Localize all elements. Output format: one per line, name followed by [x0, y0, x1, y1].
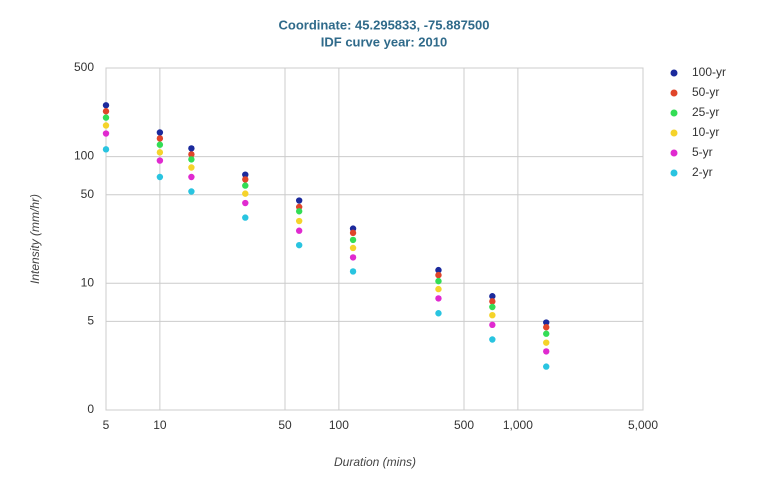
data-point: [188, 151, 195, 158]
y-tick-label: 10: [81, 275, 95, 289]
x-tick-label: 100: [329, 418, 349, 432]
data-point: [188, 156, 195, 163]
legend-marker: [670, 129, 678, 137]
chart-title: Coordinate: 45.295833, -75.887500: [278, 17, 489, 32]
x-tick-label: 5,000: [628, 418, 658, 432]
data-point: [242, 199, 249, 207]
x-tick-label: 10: [153, 418, 167, 432]
data-point: [489, 298, 496, 305]
chart-subtitle: IDF curve year: 2010: [321, 34, 447, 49]
legend-marker: [670, 109, 678, 117]
data-point: [156, 129, 164, 136]
data-point: [543, 319, 550, 326]
legend-label: 50-yr: [692, 85, 719, 99]
data-point: [156, 173, 164, 181]
data-point: [489, 303, 496, 311]
data-point: [156, 149, 164, 156]
legend-label: 100-yr: [692, 65, 726, 79]
legend-label: 5-yr: [692, 145, 713, 159]
legend-marker: [670, 69, 678, 77]
data-point: [489, 311, 496, 319]
data-point: [188, 145, 195, 152]
legend-marker: [670, 149, 678, 157]
y-axis-label: Intensity (mm/hr): [28, 194, 42, 284]
x-tick-label: 1,000: [503, 418, 533, 432]
data-point: [543, 339, 550, 346]
data-point: [102, 114, 110, 121]
data-point: [156, 157, 164, 164]
legend-marker: [670, 89, 678, 97]
data-point: [188, 164, 195, 171]
data-point: [435, 295, 442, 302]
data-point: [543, 348, 550, 355]
data-point: [188, 173, 195, 181]
data-point: [295, 197, 303, 204]
y-tick-label: 100: [74, 149, 94, 163]
data-point: [489, 293, 496, 300]
y-tick-label: 50: [81, 187, 95, 201]
x-tick-label: 500: [454, 418, 474, 432]
data-point: [102, 102, 110, 109]
y-tick-label: 500: [74, 60, 94, 74]
data-point: [156, 135, 164, 142]
data-point: [102, 108, 110, 115]
data-point: [295, 227, 303, 234]
x-tick-label: 5: [103, 418, 110, 432]
data-point: [489, 336, 496, 343]
data-point: [188, 188, 195, 195]
data-point: [543, 330, 550, 337]
data-point: [349, 236, 357, 244]
data-point: [349, 254, 357, 261]
data-point: [435, 266, 442, 274]
data-point: [295, 208, 303, 215]
data-point: [102, 130, 110, 137]
data-point: [435, 285, 442, 293]
data-point: [242, 171, 249, 178]
data-point: [349, 229, 357, 237]
legend-marker: [670, 169, 678, 177]
y-tick-label: 0: [87, 402, 94, 416]
legend-label: 25-yr: [692, 105, 719, 119]
data-point: [242, 190, 249, 197]
data-point: [242, 214, 249, 221]
data-point: [156, 141, 164, 148]
data-point: [349, 268, 357, 275]
x-axis-label: Duration (mins): [334, 455, 416, 469]
data-point: [295, 217, 303, 225]
data-point: [543, 324, 550, 331]
data-point: [102, 146, 110, 153]
legend-label: 10-yr: [692, 125, 719, 139]
data-point: [435, 277, 442, 285]
data-point: [489, 321, 496, 329]
data-point: [349, 244, 357, 252]
data-point: [435, 271, 442, 279]
data-point: [242, 182, 249, 189]
y-tick-label: 5: [87, 314, 94, 328]
data-point: [102, 122, 110, 129]
data-point: [295, 241, 303, 249]
data-point: [242, 176, 249, 183]
data-point: [543, 363, 550, 370]
x-tick-label: 50: [278, 418, 292, 432]
legend-label: 2-yr: [692, 165, 713, 179]
plot-frame: [105, 67, 644, 411]
data-point: [435, 310, 442, 317]
